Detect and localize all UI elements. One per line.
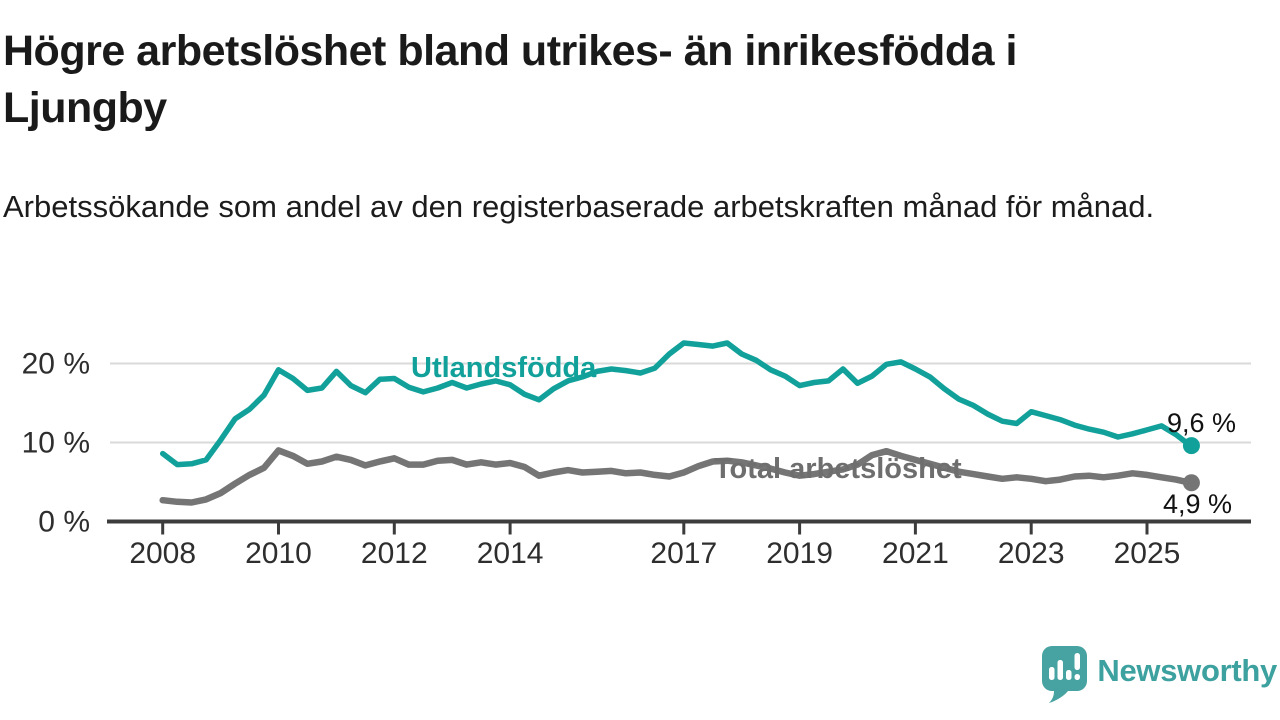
- x-tick-label: 2010: [245, 537, 312, 570]
- x-tick-label: 2021: [882, 537, 949, 570]
- x-tick-label: 2025: [1114, 537, 1181, 570]
- newsworthy-logo: Newsworthy: [1040, 645, 1277, 705]
- y-tick-label: 0 %: [38, 506, 90, 539]
- end-value-label-utlandsfodda: 9,6 %: [1167, 408, 1236, 438]
- series-label-total: Total arbetslöshet: [714, 453, 962, 485]
- exclamation-stem: [1074, 653, 1081, 670]
- end-dot-total: [1182, 474, 1200, 492]
- x-tick-label: 2014: [477, 537, 544, 570]
- x-tick-label: 2008: [129, 537, 196, 570]
- end-value-label-total: 4,9 %: [1163, 489, 1232, 519]
- y-tick-label: 20 %: [22, 348, 90, 381]
- end-dot-utlandsfodda: [1182, 437, 1200, 455]
- speech-bubble-shape: [1042, 646, 1088, 703]
- exclamation-dot: [1074, 674, 1081, 680]
- chart-header: Högre arbetslöshet bland utrikes- än inr…: [3, 23, 1273, 228]
- newsworthy-logo-icon: [1042, 646, 1088, 703]
- x-tick-label: 2017: [650, 537, 717, 570]
- bar-glyph-1: [1049, 667, 1055, 680]
- series-line-utlandsfodda: [159, 340, 1194, 468]
- x-tick-label: 2019: [766, 537, 833, 570]
- series-line-total: [159, 447, 1194, 506]
- x-tick-label: 2012: [361, 537, 428, 570]
- x-tick-label: 2023: [998, 537, 1065, 570]
- y-tick-label: 10 %: [22, 427, 90, 460]
- newsworthy-logo-text: Newsworthy: [1097, 653, 1277, 688]
- chart-title: Högre arbetslöshet bland utrikes- än inr…: [3, 27, 1017, 133]
- bar-glyph-2: [1057, 660, 1064, 680]
- bar-glyph-3: [1066, 670, 1072, 680]
- chart-subtitle: Arbetssökande som andel av den registerb…: [3, 189, 1155, 225]
- series-label-utlandsfodda: Utlandsfödda: [411, 352, 597, 384]
